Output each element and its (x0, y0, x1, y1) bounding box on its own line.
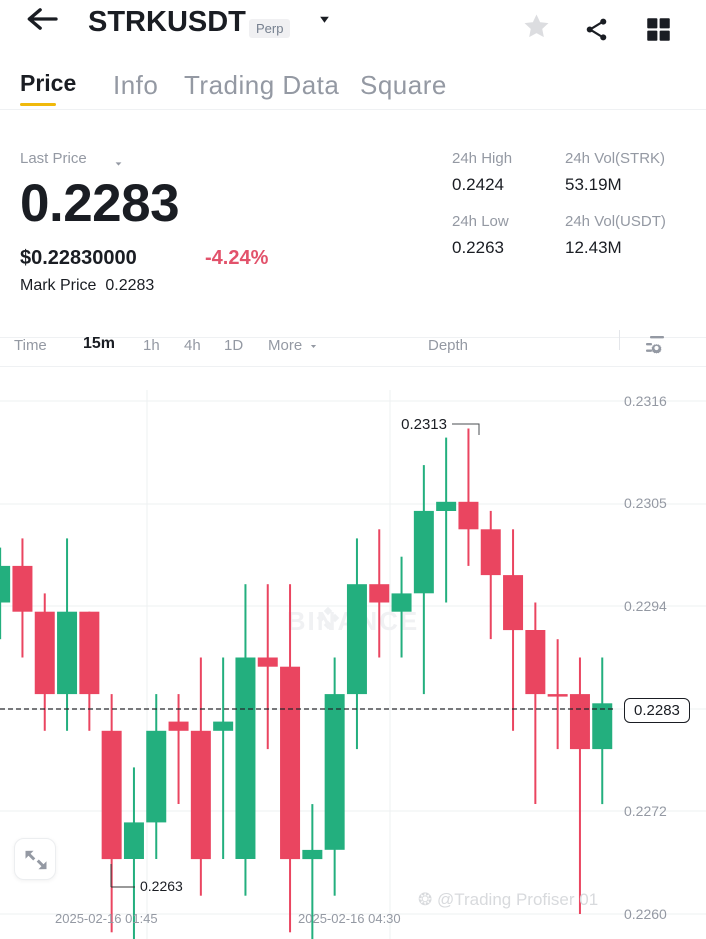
svg-text:0.2263: 0.2263 (140, 878, 183, 894)
svg-text:0.2313: 0.2313 (401, 416, 447, 433)
